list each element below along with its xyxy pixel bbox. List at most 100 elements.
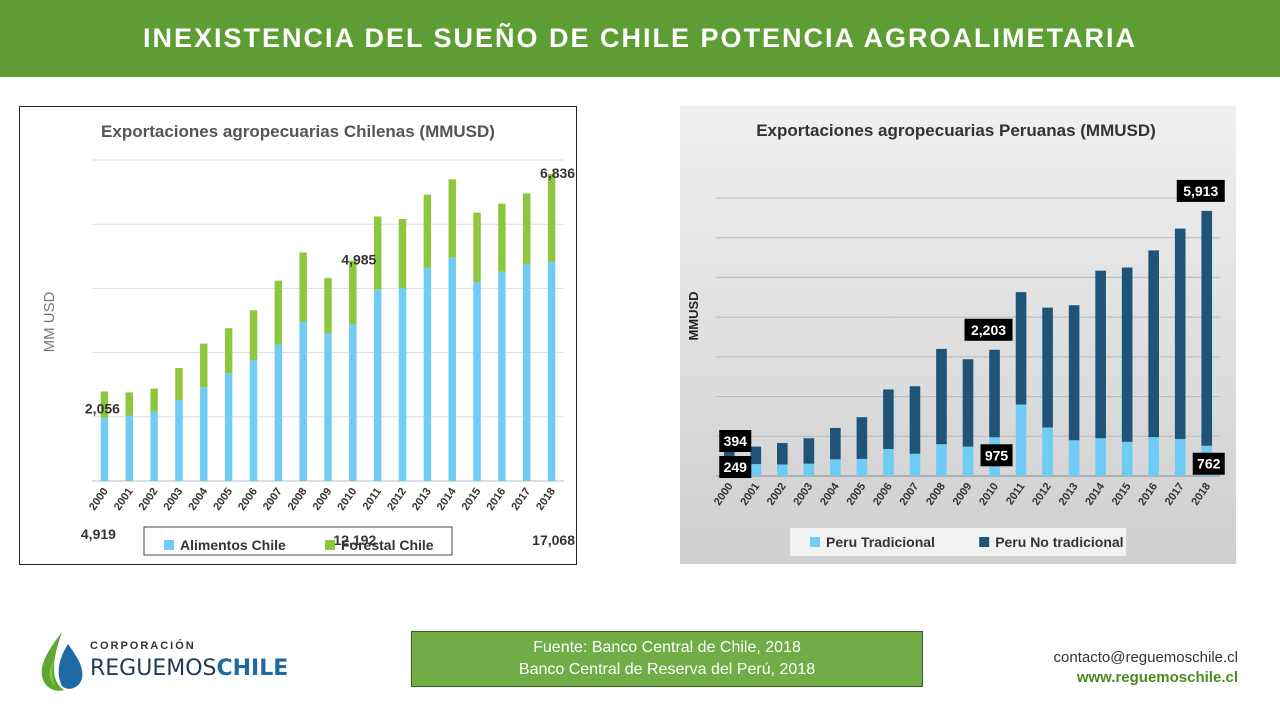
peru-bar-stack-2005 xyxy=(856,417,868,459)
chile-bar-stack-2007 xyxy=(274,280,283,345)
chile-bar-base-2007 xyxy=(274,344,283,481)
chile-bar-base-2001 xyxy=(125,415,133,481)
chile-bar-base-2005 xyxy=(224,373,233,481)
chile-x-tick-label: 2000 xyxy=(87,486,111,513)
chile-data-label: 6,836 xyxy=(540,165,575,181)
peru-bar-base-2013 xyxy=(1068,440,1080,476)
peru-x-tick-label: 2010 xyxy=(977,481,1001,508)
peru-bar-stack-2016 xyxy=(1148,250,1159,438)
logo-small-text: CORPORACIÓN xyxy=(90,640,196,652)
chile-bar-base-2002 xyxy=(150,411,158,481)
chile-x-tick-label: 2011 xyxy=(361,486,385,512)
chile-bar-base-2018 xyxy=(547,261,556,481)
peru-data-label-bg xyxy=(1176,179,1225,202)
chile-bar-base-2000 xyxy=(100,417,109,481)
chile-bar-stack-2002 xyxy=(150,388,158,412)
peru-bar-base-2017 xyxy=(1174,439,1186,476)
chile-bar-stack-2001 xyxy=(125,392,133,416)
peru-chart-svg: Exportaciones agropecuarias Peruanas (MM… xyxy=(686,121,1225,556)
contact-website[interactable]: www.reguemoschile.cl xyxy=(1076,669,1238,686)
chile-bar-base-2009 xyxy=(324,333,332,481)
chile-bar-base-2015 xyxy=(473,281,481,481)
peru-x-tick-label: 2006 xyxy=(871,481,895,508)
peru-x-tick-label: 2016 xyxy=(1136,481,1160,508)
chile-legend-label: Alimentos Chile xyxy=(180,537,286,553)
peru-data-label: 2,203 xyxy=(971,322,1006,338)
peru-x-tick-label: 2002 xyxy=(765,481,789,508)
chile-x-tick-label: 2012 xyxy=(385,486,409,513)
peru-bar-base-2008 xyxy=(936,444,947,476)
source-box: Fuente: Banco Central de Chile, 2018 Ban… xyxy=(411,631,923,687)
peru-x-tick-label: 2018 xyxy=(1189,481,1213,508)
chile-bar-stack-2011 xyxy=(373,216,382,290)
chile-data-label: 4,985 xyxy=(341,251,376,267)
peru-x-tick-label: 2012 xyxy=(1030,481,1054,508)
chile-data-label: 17,068 xyxy=(532,532,575,548)
peru-x-tick-label: 2008 xyxy=(924,481,948,508)
peru-legend-box xyxy=(790,528,1126,556)
peru-x-tick-label: 2001 xyxy=(738,481,762,508)
chile-bar-stack-2003 xyxy=(175,368,183,401)
peru-bar-stack-2002 xyxy=(777,443,788,465)
chile-y-axis-label: MM USD xyxy=(41,291,58,352)
chile-bar-stack-2009 xyxy=(324,278,332,334)
peru-data-label: 249 xyxy=(724,459,748,475)
peru-exports-chart: Exportaciones agropecuarias Peruanas (MM… xyxy=(680,106,1236,564)
peru-data-label-bg xyxy=(964,318,1013,341)
chile-x-tick-label: 2001 xyxy=(112,486,136,513)
peru-x-tick-label: 2017 xyxy=(1163,481,1187,508)
chile-bar-stack-2018 xyxy=(547,174,556,262)
peru-bar-base-2004 xyxy=(830,459,841,476)
chile-bar-base-2014 xyxy=(448,257,456,481)
chile-x-tick-label: 2008 xyxy=(286,486,310,513)
peru-bar-stack-2018 xyxy=(1201,210,1213,446)
peru-x-tick-label: 2011 xyxy=(1004,481,1028,507)
peru-legend-swatch xyxy=(810,537,820,547)
chile-bar-stack-2010 xyxy=(349,260,357,325)
peru-x-tick-label: 2005 xyxy=(844,481,868,508)
reguemoschile-logo: CORPORACIÓN REGUEMOSCHILE xyxy=(38,630,288,694)
peru-legend-swatch xyxy=(979,537,990,547)
peru-legend-label: Peru No tradicional xyxy=(995,534,1123,550)
chile-x-tick-label: 2015 xyxy=(460,486,484,513)
chile-legend-box xyxy=(143,526,453,556)
chile-bar-stack-2013 xyxy=(423,194,432,268)
peru-data-label: 762 xyxy=(1197,456,1221,472)
chile-bar-stack-2017 xyxy=(523,193,531,265)
chile-x-tick-label: 2010 xyxy=(335,486,359,513)
peru-bar-stack-2007 xyxy=(909,386,921,454)
chile-x-tick-label: 2006 xyxy=(236,486,260,513)
chile-bar-base-2003 xyxy=(175,400,183,481)
peru-bar-base-2009 xyxy=(962,446,974,476)
chile-bar-base-2004 xyxy=(200,387,208,481)
chile-bar-base-2008 xyxy=(299,321,307,481)
peru-bar-base-2001 xyxy=(750,464,762,476)
peru-bar-base-2015 xyxy=(1121,441,1133,476)
chile-data-label: 2,056 xyxy=(85,400,120,416)
source-line-1: Fuente: Banco Central de Chile, 2018 xyxy=(533,639,801,656)
peru-x-tick-label: 2004 xyxy=(818,480,842,508)
peru-bar-stack-2009 xyxy=(962,359,974,447)
peru-data-label-bg xyxy=(719,430,752,452)
peru-data-label-bg xyxy=(719,456,752,478)
chile-chart-title: Exportaciones agropecuarias Chilenas (MM… xyxy=(101,122,495,141)
peru-bar-stack-2014 xyxy=(1095,270,1106,439)
contact-email[interactable]: contacto@reguemoschile.cl xyxy=(1053,649,1238,666)
chile-legend-swatch xyxy=(325,540,335,550)
peru-data-label-bg xyxy=(980,444,1013,467)
chile-x-tick-label: 2018 xyxy=(534,486,558,513)
peru-legend-label: Peru Tradicional xyxy=(826,534,935,550)
chile-x-tick-label: 2017 xyxy=(509,486,533,513)
peru-data-label: 394 xyxy=(724,433,748,449)
peru-bar-base-2016 xyxy=(1148,437,1159,476)
chile-bar-stack-2008 xyxy=(299,252,307,322)
chile-bar-base-2012 xyxy=(398,288,407,481)
chile-x-tick-label: 2009 xyxy=(311,486,335,513)
chile-x-tick-label: 2005 xyxy=(211,486,235,513)
chile-bar-base-2011 xyxy=(373,289,382,481)
water-drop-icon xyxy=(41,632,83,691)
peru-bar-stack-2013 xyxy=(1068,305,1080,441)
peru-bar-base-2012 xyxy=(1042,427,1053,476)
peru-bar-base-2002 xyxy=(777,464,788,476)
peru-bar-stack-2012 xyxy=(1042,307,1053,428)
